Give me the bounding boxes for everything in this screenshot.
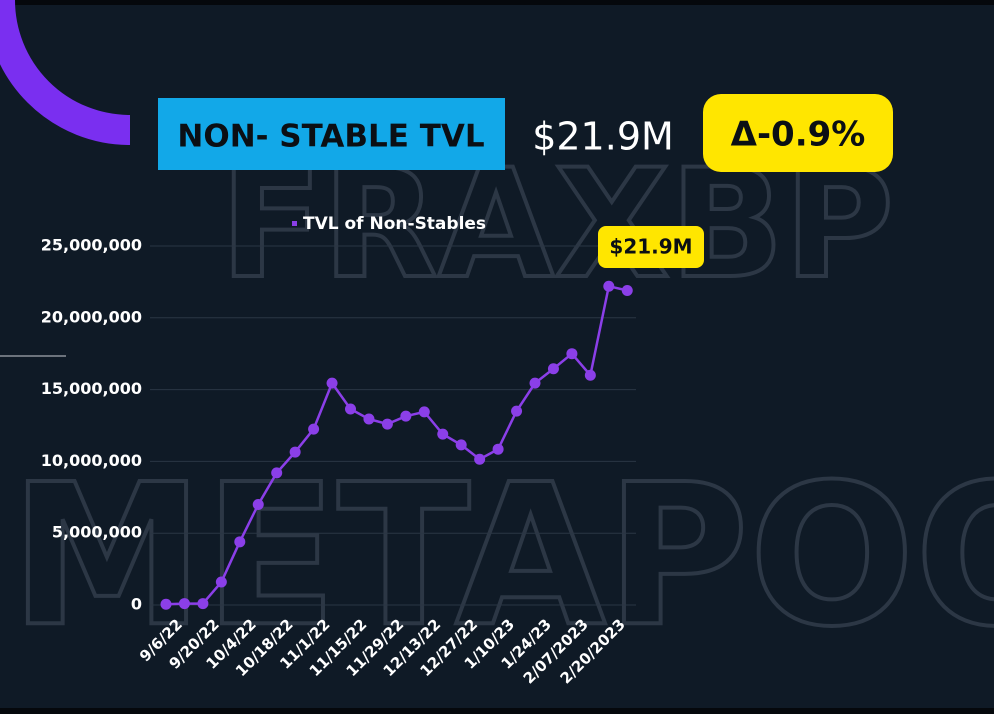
data-point: [234, 536, 246, 548]
data-point: [621, 285, 633, 297]
legend-swatch: [292, 221, 297, 226]
annotation: $21.9M: [609, 235, 692, 259]
data-point: [326, 377, 338, 389]
watermark: METAPOOL: [10, 442, 994, 669]
data-point: [474, 453, 486, 465]
title-box: [158, 98, 505, 170]
title: NON- STABLE TVL: [177, 119, 484, 155]
legend-label: TVL of Non-Stables: [303, 214, 486, 234]
y-tick-label: 15,000,000: [41, 379, 142, 398]
y-tick-label: 25,000,000: [41, 236, 142, 255]
data-point: [271, 467, 283, 479]
change-box: [703, 94, 893, 172]
data-point: [252, 498, 264, 510]
data-point: [547, 363, 559, 375]
top-border: [0, 0, 994, 5]
data-point: [584, 369, 596, 381]
data-point: [603, 280, 615, 292]
bottom-border: [0, 708, 994, 714]
data-point: [308, 423, 320, 435]
data-point: [437, 428, 449, 440]
data-point: [345, 403, 356, 415]
data-point: [566, 348, 578, 360]
y-tick-label: 20,000,000: [41, 307, 142, 326]
data-point: [160, 598, 172, 610]
y-tick-label: 10,000,000: [41, 451, 142, 470]
data-point: [492, 443, 504, 455]
change: Δ-0.9%: [731, 115, 866, 155]
y-tick-label: 0: [131, 595, 142, 614]
decor-arc: [0, 0, 131, 145]
data-point: [529, 377, 541, 389]
y-tick-label: 5,000,000: [52, 523, 142, 542]
header-value: $21.9M: [532, 115, 674, 159]
data-point: [289, 446, 301, 458]
data-point: [381, 418, 393, 430]
data-point: [455, 439, 467, 451]
data-point: [215, 576, 227, 588]
data-point: [197, 598, 209, 610]
data-point: [511, 405, 523, 417]
data-point: [178, 598, 190, 610]
data-point: [363, 413, 375, 425]
annotation-box: [598, 226, 704, 268]
data-point: [418, 406, 430, 418]
data-point: [400, 410, 412, 422]
